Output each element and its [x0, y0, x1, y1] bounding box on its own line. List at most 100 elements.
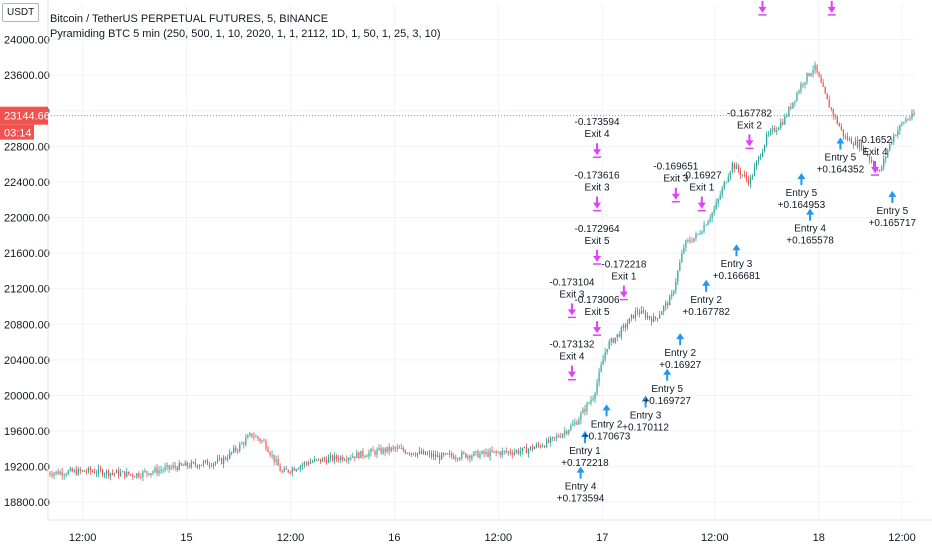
candle-body [311, 461, 314, 463]
candle-body [463, 452, 465, 454]
candle-body [598, 371, 600, 383]
candle-body [81, 470, 83, 472]
candle-body [317, 458, 320, 460]
candle-body [91, 471, 94, 473]
candle-body [618, 334, 620, 337]
candle-body [422, 451, 425, 454]
exit-arrow-icon [871, 161, 880, 174]
symbol-badge[interactable]: USDT [2, 3, 40, 22]
candle-body [630, 314, 632, 319]
candle-body [120, 472, 122, 476]
candle-body [136, 473, 138, 478]
candle-body [657, 318, 659, 320]
candle-body [59, 471, 61, 475]
candle-body [860, 141, 863, 150]
candle-body [648, 316, 651, 319]
price-label: 19600.00 [4, 426, 50, 438]
candle-body [229, 452, 231, 459]
indicator-label[interactable]: Pyramiding BTC 5 min (250, 500, 1, 10, 2… [50, 28, 441, 40]
candle-body [493, 451, 495, 453]
candle-body [790, 106, 792, 109]
candle-body [535, 444, 538, 448]
exit-label: Exit 4 [585, 129, 610, 140]
candle-body [505, 450, 507, 453]
candle-body [182, 464, 184, 466]
exit-value: -0.1652 [858, 135, 892, 146]
candle-body [346, 459, 348, 461]
candle-body [420, 451, 423, 454]
candle-body [705, 224, 707, 226]
time-label: 15 [180, 532, 192, 544]
candle-body [838, 123, 840, 127]
candle-body [723, 182, 725, 189]
candle-body [814, 64, 816, 70]
exit-label: Exit 3 [559, 289, 584, 300]
candle-body [743, 174, 746, 176]
candle-body [636, 310, 639, 313]
candle-body [111, 473, 114, 475]
candle-body [729, 171, 731, 178]
candle-body [241, 443, 243, 445]
candle-body [194, 462, 196, 466]
entry-arrow-icon [836, 137, 845, 150]
candle-body [709, 218, 711, 222]
candle-body [695, 234, 697, 238]
entry-value: +0.169727 [643, 396, 691, 407]
candle-body [766, 134, 768, 145]
candle-body [53, 473, 55, 476]
candle-body [612, 338, 614, 343]
candle-body [348, 458, 350, 461]
candle-body [132, 474, 134, 477]
candle-body [650, 318, 653, 322]
candle-body [247, 435, 249, 439]
candle-body [146, 471, 148, 474]
candle-body [138, 473, 140, 477]
candle-body [604, 352, 606, 360]
candle-body [79, 468, 81, 471]
time-label: 16 [388, 532, 400, 544]
candle-body [243, 443, 245, 445]
candle-body [624, 325, 626, 328]
candle-body [846, 136, 848, 140]
candle-body [566, 431, 568, 434]
candle-body [330, 455, 332, 458]
candle-body [109, 473, 112, 476]
entry-label: Entry 5 [825, 152, 857, 163]
candle-body [176, 467, 178, 470]
price-label: 22000.00 [4, 213, 50, 225]
candle-body [223, 457, 225, 464]
candle-body [174, 465, 176, 468]
candles-layer [47, 61, 915, 482]
exit-arrow-icon [745, 134, 754, 147]
candle-body [105, 470, 108, 475]
candle-body [592, 398, 594, 400]
candle-body [810, 73, 812, 76]
candle-body [265, 441, 267, 449]
exit-label: Exit 3 [663, 174, 688, 185]
candle-body [148, 473, 150, 475]
candle-body [774, 128, 776, 132]
candle-body [893, 135, 895, 142]
exit-arrow-icon [593, 250, 602, 262]
candle-body [162, 469, 164, 471]
candle-body [73, 469, 75, 472]
candle-body [263, 440, 265, 442]
candle-body [780, 122, 782, 128]
candle-body [864, 147, 867, 154]
candle-body [590, 399, 592, 403]
candle-body [854, 140, 857, 146]
candle-body [410, 453, 412, 455]
candle-body [291, 468, 293, 473]
candle-body [828, 99, 830, 108]
time-label: 12:00 [485, 532, 513, 544]
candle-body [142, 471, 144, 477]
candle-body [285, 468, 287, 470]
candle-body [755, 161, 758, 167]
candle-body [485, 451, 487, 454]
candle-body [293, 468, 295, 471]
chart-title[interactable]: Bitcoin / TetherUS PERPETUAL FUTURES, 5,… [50, 13, 329, 25]
candle-body [362, 450, 364, 456]
candle-body [283, 468, 285, 472]
exit-arrow-icon [567, 365, 576, 378]
